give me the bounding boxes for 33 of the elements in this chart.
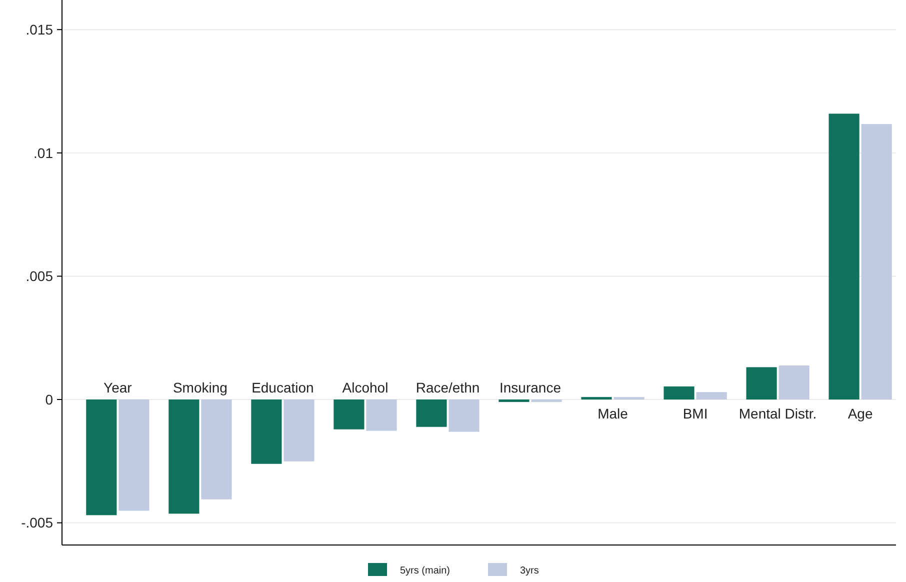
x-tick-label: Age	[848, 406, 873, 422]
bar	[778, 365, 810, 400]
x-tick-label: Insurance	[500, 380, 562, 396]
y-tick-label: .005	[26, 268, 54, 284]
bar	[696, 392, 727, 400]
x-tick-label: Mental Distr.	[738, 406, 817, 422]
bar	[448, 400, 480, 432]
x-tick-label: Education	[252, 380, 314, 396]
bar	[861, 124, 892, 400]
bar	[251, 400, 282, 464]
bar	[118, 400, 150, 511]
legend-label: 5yrs (main)	[400, 566, 450, 576]
bar	[416, 400, 447, 427]
bar	[334, 400, 364, 430]
bar	[201, 400, 232, 500]
x-tick-label: Race/ethn	[416, 380, 480, 396]
x-tick-label: Alcohol	[342, 380, 388, 396]
y-tick-label: -.005	[21, 514, 54, 531]
bar	[746, 367, 777, 400]
x-tick-label: Year	[104, 380, 132, 396]
legend-label: 3yrs	[520, 566, 539, 576]
bar	[366, 400, 397, 431]
x-tick-label: Male	[598, 406, 628, 422]
y-tick-label: .01	[34, 144, 54, 161]
bar	[828, 114, 860, 400]
bar	[664, 386, 694, 400]
x-tick-label: Smoking	[172, 380, 228, 396]
y-tick-label: 0	[45, 391, 54, 408]
x-tick-label: BMI	[682, 406, 708, 422]
bar	[284, 400, 314, 462]
bar	[168, 400, 200, 514]
bar	[86, 400, 117, 516]
y-tick-label: .015	[26, 21, 54, 38]
